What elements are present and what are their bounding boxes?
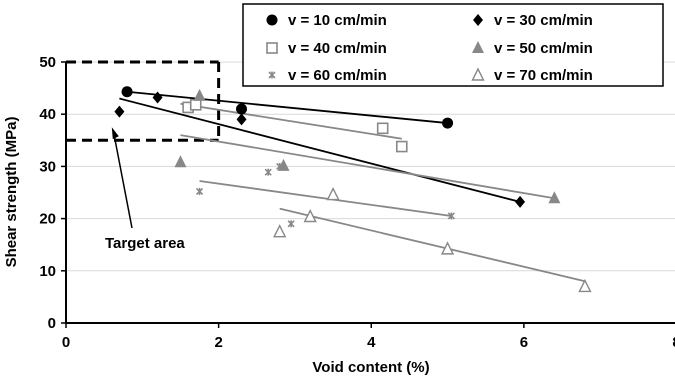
trendline-series-2 — [119, 97, 521, 203]
target-area-arrow-head — [111, 127, 119, 140]
axes — [61, 61, 675, 328]
legend-marker-6 — [471, 67, 485, 81]
point-series-5-2 — [264, 168, 272, 176]
legend-label-2: v = 30 cm/min — [494, 12, 593, 29]
trendline-series-6 — [279, 207, 586, 283]
target-area-arrow — [113, 133, 133, 229]
legend-marker-2 — [473, 14, 483, 26]
x-tick-label-4: 4 — [367, 334, 376, 351]
legend-marker-4 — [472, 41, 484, 53]
point-series-3-3 — [376, 122, 389, 135]
y-tick-label-20: 20 — [39, 211, 56, 228]
y-tick-label-10: 10 — [39, 263, 56, 280]
legend-label-3: v = 40 cm/min — [288, 40, 387, 57]
legend-label-4: v = 50 cm/min — [494, 40, 593, 57]
point-series-5-3 — [276, 162, 284, 170]
legend-label-5: v = 60 cm/min — [288, 67, 387, 84]
x-axis-title: Void content (%) — [312, 359, 429, 376]
x-tick-label-2: 2 — [214, 334, 222, 351]
x-tick-label-0: 0 — [62, 334, 70, 351]
legend-marker-3 — [266, 42, 278, 54]
trendlines — [119, 90, 586, 283]
point-series-1-3 — [442, 117, 454, 129]
y-tick-label-30: 30 — [39, 158, 56, 175]
y-tick-label-50: 50 — [39, 54, 56, 71]
tick-labels: 0 10 20 30 40 50 0 2 4 6 8 — [39, 54, 675, 351]
point-series-6-4 — [440, 241, 455, 255]
data-points — [114, 86, 592, 293]
point-series-5-4 — [287, 220, 295, 228]
y-tick-label-40: 40 — [39, 106, 56, 123]
point-series-6-2 — [303, 208, 317, 223]
point-series-6-3 — [326, 187, 340, 201]
target-area — [66, 60, 221, 229]
point-series-2-4 — [515, 195, 526, 208]
point-series-4-2 — [193, 88, 206, 101]
point-series-2-1 — [114, 105, 125, 118]
legend-marker-5 — [268, 71, 276, 79]
point-series-6-5 — [578, 278, 592, 293]
trendline-series-5 — [199, 180, 452, 217]
point-series-2-2 — [152, 91, 163, 104]
point-series-2-3 — [236, 113, 247, 126]
point-series-5-5 — [447, 212, 455, 220]
legend: v = 10 cm/min v = 30 cm/min v = 40 cm/min v… — [242, 3, 664, 87]
point-series-1-1 — [121, 86, 133, 98]
legend-box — [242, 3, 664, 87]
y-tick-label-0: 0 — [48, 315, 56, 332]
point-series-3-2 — [189, 99, 202, 111]
point-series-4-4 — [548, 191, 561, 204]
trendline-series-3 — [180, 102, 402, 140]
legend-label-6: v = 70 cm/min — [494, 67, 593, 84]
x-tick-label-8: 8 — [672, 334, 675, 351]
trendline-series-4 — [180, 134, 555, 200]
trendline-series-1 — [126, 90, 448, 124]
point-series-4-1 — [174, 155, 187, 168]
x-tick-label-6: 6 — [520, 334, 528, 351]
y-axis-title: Shear strength (MPa) — [3, 117, 20, 268]
target-area-label: Target area — [105, 235, 185, 252]
point-series-5-1 — [195, 187, 204, 196]
legend-marker-1 — [266, 14, 278, 26]
point-series-6-1 — [273, 224, 287, 238]
legend-label-1: v = 10 cm/min — [288, 12, 387, 29]
point-series-3-4 — [395, 140, 408, 153]
point-series-1-2 — [236, 103, 248, 115]
